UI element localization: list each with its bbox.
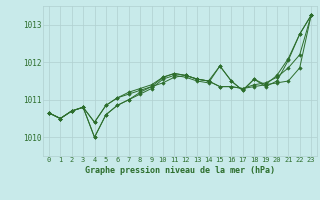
X-axis label: Graphe pression niveau de la mer (hPa): Graphe pression niveau de la mer (hPa) <box>85 166 275 175</box>
